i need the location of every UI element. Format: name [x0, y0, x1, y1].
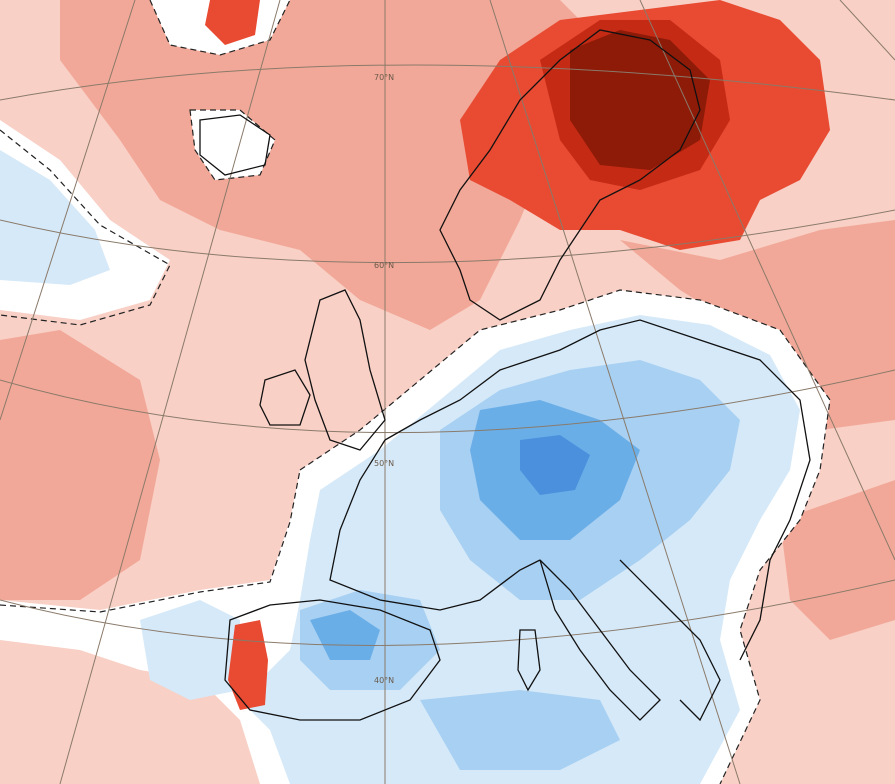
coast-continent	[384, 319, 811, 661]
warm-peak-finland	[570, 30, 710, 170]
neutral-band-iceland	[190, 110, 275, 180]
coast-france	[329, 439, 541, 611]
coast-british-isles	[304, 289, 386, 451]
warm-region-north-atlantic	[60, 0, 600, 330]
coast-scandinavia	[439, 29, 701, 321]
coast-balkans	[619, 559, 721, 722]
lat-label-60: 60°N	[374, 261, 394, 270]
warm-region-portugal	[228, 620, 268, 710]
coast-iceland	[199, 114, 271, 176]
coastlines	[199, 29, 811, 722]
coast-iberia	[224, 599, 441, 721]
lat-label-50: 50°N	[374, 459, 394, 468]
warm-region-west-atlantic	[0, 330, 160, 600]
coast-sardinia	[517, 629, 541, 692]
cold-core-alps	[520, 435, 590, 495]
lat-label-40: 40°N	[374, 676, 394, 685]
cold-region-west-atlantic	[0, 150, 110, 285]
zero-contours	[0, 0, 831, 784]
warm-region-southeast	[780, 480, 895, 640]
cold-region-iberia-west	[140, 600, 240, 700]
cold-region-mediterranean	[420, 690, 620, 770]
warm-region-iceland-north	[205, 0, 260, 45]
coast-ireland	[259, 369, 311, 426]
cold-core-iberia	[310, 610, 380, 660]
lat-label-70: 70°N	[374, 73, 394, 82]
coast-italy	[539, 559, 661, 721]
